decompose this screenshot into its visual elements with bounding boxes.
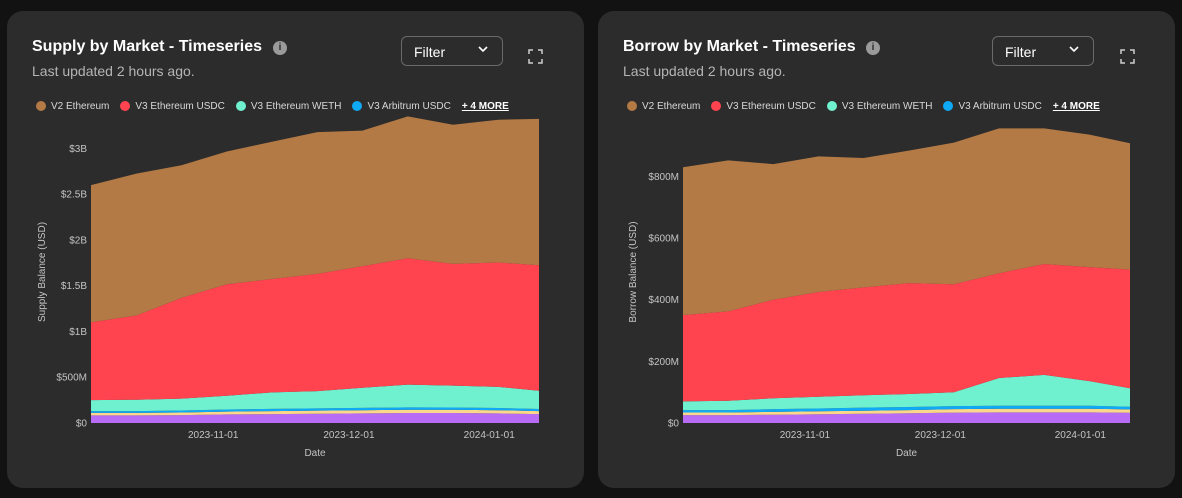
info-icon[interactable]: i	[866, 41, 880, 55]
legend-more-link[interactable]: + 4 MORE	[1052, 100, 1100, 112]
legend-item-v2-ethereum[interactable]: V2 Ethereum	[36, 101, 109, 112]
area-series-v3-ethereum-weth[interactable]	[683, 374, 1130, 411]
last-updated-text: Last updated 2 hours ago.	[623, 63, 786, 79]
area-series-v3-ethereum-usdc[interactable]	[683, 264, 1130, 402]
y-tick-label: $1.5B	[61, 281, 87, 292]
x-tick-label: 2023-11-01	[188, 430, 239, 441]
chevron-down-icon	[478, 46, 488, 53]
x-tick-label: 2023-12-01	[915, 430, 967, 441]
x-tick-label: 2024-01-01	[1055, 430, 1107, 441]
area-series-other-market-b[interactable]	[683, 408, 1130, 416]
legend-item-v3-ethereum-usdc[interactable]: V3 Ethereum USDC	[120, 100, 225, 112]
chart-legend: V2 Ethereum V3 Ethereum USDC V3 Ethereum…	[36, 99, 509, 113]
legend-more-link[interactable]: + 4 MORE	[461, 100, 509, 112]
legend-item-v3-ethereum-weth[interactable]: V3 Ethereum WETH	[826, 100, 933, 112]
legend-label: V3 Arbitrum USDC	[958, 100, 1042, 112]
x-tick-label: 2023-11-01	[780, 430, 831, 441]
info-icon[interactable]: i	[273, 41, 287, 55]
expand-icon[interactable]	[528, 49, 543, 64]
legend-dot	[352, 101, 363, 111]
area-series-v3-arbitrum-usdc[interactable]	[683, 405, 1130, 413]
chevron-down-icon	[1069, 46, 1079, 53]
legend-dot	[711, 101, 722, 111]
legend-dot	[235, 101, 246, 111]
legend-dot	[943, 101, 954, 111]
legend-label: V3 Ethereum USDC	[726, 100, 816, 112]
filter-dropdown[interactable]: Filter	[401, 36, 503, 66]
chart-title: Supply by Market - Timeseries	[32, 38, 263, 55]
area-series-other-market-a[interactable]	[683, 412, 1130, 423]
legend-item-v3-ethereum-weth[interactable]: V3 Ethereum WETH	[235, 100, 342, 112]
y-tick-label: $600M	[648, 234, 679, 245]
legend-dot	[120, 101, 131, 111]
expand-icon[interactable]	[1120, 49, 1135, 64]
area-series-other-market-a[interactable]	[91, 413, 539, 423]
legend-dot	[627, 101, 637, 111]
area-series-v2-ethereum[interactable]	[683, 128, 1130, 316]
legend-dot	[826, 101, 837, 111]
y-tick-label: $2B	[69, 235, 87, 246]
legend-label: V2 Ethereum	[51, 100, 110, 112]
legend-label: V3 Ethereum USDC	[135, 100, 225, 112]
legend-item-v3-ethereum-usdc[interactable]: V3 Ethereum USDC	[711, 100, 816, 112]
borrow-area-chart: $0 $200M $400M $600M $800M 2023-11-01 2023-12-…	[628, 128, 1130, 459]
y-tick-label: $2.5B	[61, 190, 87, 201]
legend-item-v3-arbitrum-usdc[interactable]: V3 Arbitrum USDC	[943, 100, 1042, 112]
area-series-other-market-b[interactable]	[91, 409, 539, 416]
borrow-chart-card: Borrow by Market - Timeseries i Last upd…	[598, 11, 1175, 488]
area-series-v3-arbitrum-usdc[interactable]	[91, 407, 539, 413]
legend-label: V3 Ethereum WETH	[841, 100, 933, 112]
y-tick-label: $3B	[69, 144, 87, 155]
y-tick-label: $400M	[648, 295, 679, 306]
y-tick-label: $500M	[56, 373, 87, 384]
legend-dot	[36, 101, 46, 111]
area-series-v3-ethereum-weth[interactable]	[91, 384, 539, 412]
y-tick-label: $200M	[648, 357, 679, 368]
filter-label: Filter	[1005, 44, 1037, 60]
chart-legend: V2 Ethereum V3 Ethereum USDC V3 Ethereum…	[627, 99, 1100, 113]
legend-item-v2-ethereum[interactable]: V2 Ethereum	[627, 101, 700, 112]
x-tick-label: 2024-01-01	[464, 430, 516, 441]
legend-label: V3 Arbitrum USDC	[367, 100, 451, 112]
y-axis-label: Borrow Balance (USD)	[628, 221, 639, 322]
supply-chart-card: Supply by Market - Timeseries i Last upd…	[7, 11, 584, 488]
legend-label: V2 Ethereum	[642, 100, 701, 112]
y-tick-label: $800M	[648, 172, 679, 183]
x-axis-label: Date	[896, 448, 918, 459]
legend-item-v3-arbitrum-usdc[interactable]: V3 Arbitrum USDC	[352, 100, 451, 112]
y-tick-label: $0	[668, 419, 680, 430]
x-axis-label: Date	[304, 448, 326, 459]
filter-dropdown[interactable]: Filter	[992, 36, 1094, 66]
legend-label: V3 Ethereum WETH	[250, 100, 342, 112]
area-series-v3-ethereum-usdc[interactable]	[91, 258, 539, 401]
y-tick-label: $0	[76, 419, 88, 430]
y-tick-label: $1B	[69, 327, 87, 338]
x-tick-label: 2023-12-01	[323, 430, 375, 441]
filter-label: Filter	[414, 44, 446, 60]
chart-title: Borrow by Market - Timeseries	[623, 38, 856, 55]
y-axis-label: Supply Balance (USD)	[37, 222, 48, 322]
last-updated-text: Last updated 2 hours ago.	[32, 63, 195, 79]
area-series-v2-ethereum[interactable]	[91, 116, 539, 323]
supply-area-chart: $0 $500M $1B $1.5B $2B $2.5B $3B 2023-11-01 2023…	[37, 116, 539, 459]
